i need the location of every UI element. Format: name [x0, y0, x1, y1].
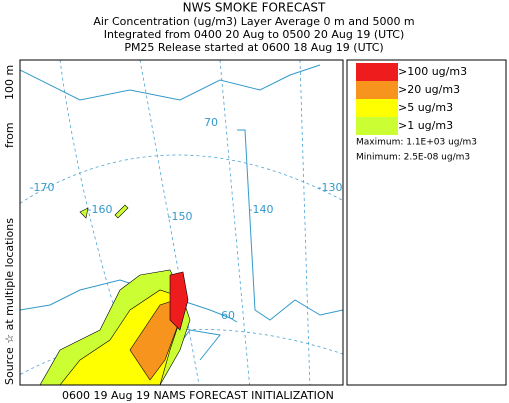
title: NWS SMOKE FORECAST [183, 1, 326, 15]
map-label: -130 [318, 181, 343, 194]
legend-label: >5 ug/m3 [398, 101, 453, 114]
coastline [20, 64, 343, 371]
map-label: -170 [30, 181, 55, 194]
map-label: -160 [88, 203, 113, 216]
height-label: 100 m [3, 65, 16, 100]
source-label: Source ☆ at multiple locations [3, 218, 16, 385]
legend-swatch [356, 63, 398, 81]
legend-label: >20 ug/m3 [398, 83, 460, 96]
subtitle: PM25 Release started at 0600 18 Aug 19 (… [124, 41, 383, 54]
map-frame [19, 59, 344, 386]
subtitle: Air Concentration (ug/m3) Layer Average … [93, 15, 414, 28]
legend-swatch [356, 117, 398, 135]
map-label: -150 [168, 210, 193, 223]
legend: >100 ug/m3 >20 ug/m3 >5 ug/m3 >1 ug/m3 [356, 63, 467, 135]
graticule [20, 60, 343, 385]
map-label: 60 [221, 309, 235, 322]
map: -170 -160 -150 -140 -130 70 60 [20, 60, 343, 385]
footer: 0600 19 Aug 19 NAMS FORECAST INITIALIZAT… [62, 389, 334, 402]
smoke-area [79, 204, 129, 219]
smoke-area [169, 271, 189, 331]
legend-frame [346, 59, 507, 386]
map-label: 70 [204, 116, 218, 129]
side-label: Source ☆ at multiple locations from 100 … [3, 65, 16, 385]
legend-label: >1 ug/m3 [398, 119, 453, 132]
legend-swatch [356, 99, 398, 117]
from-label: from [3, 122, 16, 148]
maximum: Maximum: 1.1E+03 ug/m3 [356, 138, 477, 148]
legend-label: >100 ug/m3 [398, 65, 467, 78]
legend-swatch [356, 81, 398, 99]
subtitle: Integrated from 0400 20 Aug to 0500 20 A… [104, 28, 405, 41]
minimum: Minimum: 2.5E-08 ug/m3 [356, 153, 470, 163]
map-label: -140 [249, 203, 274, 216]
